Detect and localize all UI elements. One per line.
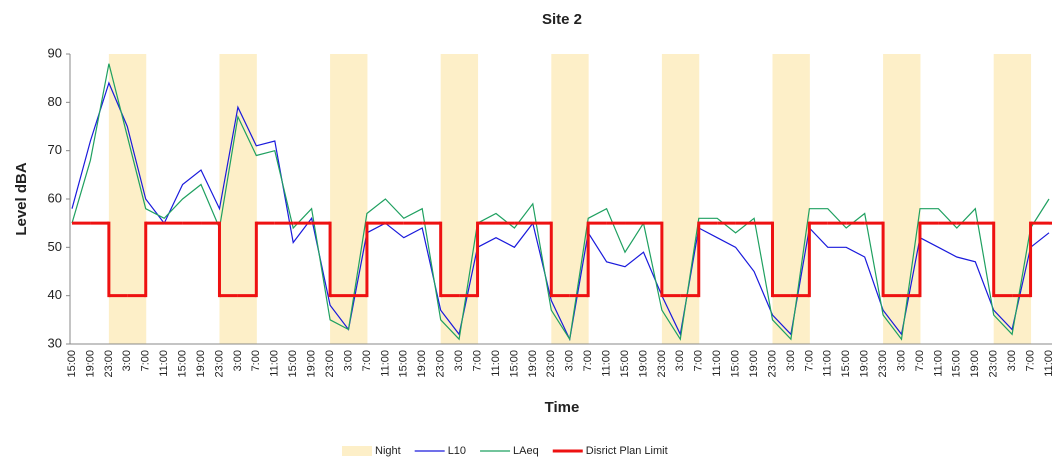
x-tick-label: 3:00 bbox=[121, 350, 133, 371]
y-tick-label: 30 bbox=[48, 335, 62, 350]
x-tick-label: 7:00 bbox=[250, 350, 262, 371]
y-tick-label: 70 bbox=[48, 142, 62, 157]
x-tick-label: 15:00 bbox=[287, 350, 299, 378]
y-tick-label: 40 bbox=[48, 287, 62, 302]
x-tick-label: 19:00 bbox=[969, 350, 981, 378]
x-tick-label: 19:00 bbox=[195, 350, 207, 378]
x-axis-label: Time bbox=[545, 399, 580, 416]
y-tick-label: 60 bbox=[48, 190, 62, 205]
x-tick-label: 7:00 bbox=[1024, 350, 1036, 371]
x-tick-label: 23:00 bbox=[103, 350, 115, 378]
night-band bbox=[772, 54, 792, 344]
x-tick-label: 7:00 bbox=[361, 350, 373, 371]
legend-label: Night bbox=[375, 445, 401, 457]
x-tick-label: 11:00 bbox=[269, 350, 281, 377]
x-tick-label: 15:00 bbox=[951, 350, 963, 378]
series-line bbox=[71, 63, 1050, 341]
y-tick-label: 50 bbox=[48, 239, 62, 254]
x-tick-label: 3:00 bbox=[1006, 350, 1018, 371]
x-tick-label: 15:00 bbox=[66, 350, 78, 378]
night-band bbox=[127, 54, 147, 344]
x-tick-label: 7:00 bbox=[914, 350, 926, 371]
x-tick-label: 11:00 bbox=[379, 350, 391, 377]
x-tick-label: 19:00 bbox=[84, 350, 96, 378]
y-tick-label: 80 bbox=[48, 94, 62, 109]
night-band bbox=[219, 54, 239, 344]
night-band bbox=[440, 54, 460, 344]
legend-label: L10 bbox=[448, 445, 466, 457]
x-tick-label: 19:00 bbox=[306, 350, 318, 378]
chart-title: Site 2 bbox=[542, 11, 582, 28]
night-band bbox=[883, 54, 903, 344]
x-tick-label: 15:00 bbox=[730, 350, 742, 378]
x-tick-label: 7:00 bbox=[582, 350, 594, 371]
x-tick-label: 23:00 bbox=[988, 350, 1000, 378]
x-tick-label: 7:00 bbox=[140, 350, 152, 371]
x-tick-label: 11:00 bbox=[822, 350, 834, 377]
x-tick-label: 23:00 bbox=[766, 350, 778, 378]
series-line bbox=[71, 81, 1050, 342]
night-band bbox=[790, 54, 810, 344]
legend-swatch bbox=[342, 446, 372, 456]
x-tick-label: 11:00 bbox=[490, 350, 502, 377]
x-tick-label: 23:00 bbox=[877, 350, 889, 378]
night-band bbox=[551, 54, 571, 344]
x-tick-label: 23:00 bbox=[545, 350, 557, 378]
x-tick-label: 15:00 bbox=[508, 350, 520, 378]
y-axis-label: Level dBA bbox=[13, 162, 30, 236]
x-tick-label: 19:00 bbox=[748, 350, 760, 378]
x-tick-label: 7:00 bbox=[693, 350, 705, 371]
x-tick-label: 19:00 bbox=[637, 350, 649, 378]
x-tick-label: 19:00 bbox=[859, 350, 871, 378]
x-tick-label: 7:00 bbox=[471, 350, 483, 371]
night-band bbox=[901, 54, 921, 344]
legend-label: Disrict Plan Limit bbox=[586, 445, 668, 457]
night-band bbox=[330, 54, 350, 344]
x-tick-label: 19:00 bbox=[527, 350, 539, 378]
x-tick-label: 3:00 bbox=[564, 350, 576, 371]
x-tick-label: 3:00 bbox=[895, 350, 907, 371]
night-band bbox=[680, 54, 700, 344]
x-tick-label: 3:00 bbox=[785, 350, 797, 371]
x-tick-label: 3:00 bbox=[453, 350, 465, 371]
x-tick-label: 11:00 bbox=[932, 350, 944, 377]
night-band bbox=[1012, 54, 1032, 344]
y-tick-label: 90 bbox=[48, 45, 62, 60]
x-tick-label: 3:00 bbox=[232, 350, 244, 371]
night-band bbox=[569, 54, 589, 344]
x-tick-label: 11:00 bbox=[1043, 350, 1054, 377]
legend-label: LAeq bbox=[513, 445, 539, 457]
x-tick-label: 19:00 bbox=[416, 350, 428, 378]
x-tick-label: 23:00 bbox=[324, 350, 336, 378]
night-band bbox=[459, 54, 479, 344]
night-band bbox=[993, 54, 1013, 344]
night-band bbox=[348, 54, 368, 344]
x-tick-label: 15:00 bbox=[398, 350, 410, 378]
x-tick-label: 23:00 bbox=[213, 350, 225, 378]
x-tick-label: 11:00 bbox=[158, 350, 170, 377]
x-tick-label: 3:00 bbox=[674, 350, 686, 371]
x-tick-label: 15:00 bbox=[177, 350, 189, 378]
x-tick-label: 11:00 bbox=[600, 350, 612, 377]
night-band bbox=[237, 54, 257, 344]
x-tick-label: 11:00 bbox=[711, 350, 723, 377]
x-tick-label: 15:00 bbox=[840, 350, 852, 378]
night-band bbox=[108, 54, 128, 344]
x-tick-label: 15:00 bbox=[619, 350, 631, 378]
x-tick-label: 23:00 bbox=[656, 350, 668, 378]
night-band bbox=[661, 54, 681, 344]
x-tick-label: 3:00 bbox=[342, 350, 354, 371]
x-tick-label: 7:00 bbox=[803, 350, 815, 371]
x-tick-label: 23:00 bbox=[435, 350, 447, 378]
